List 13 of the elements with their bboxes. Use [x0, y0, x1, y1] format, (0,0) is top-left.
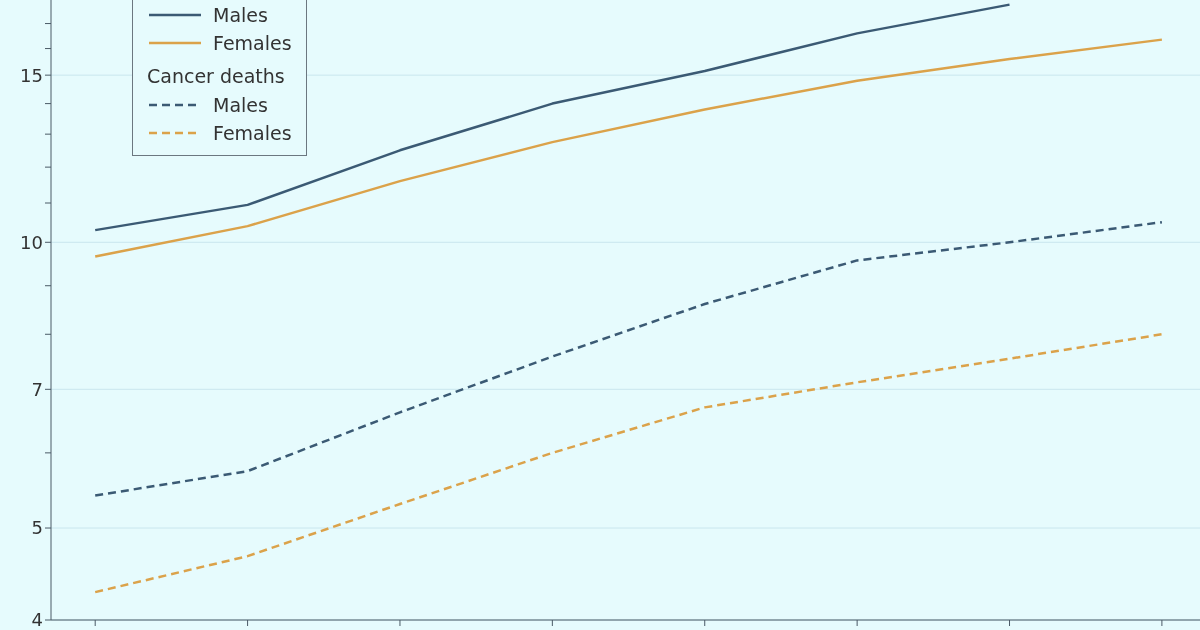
y-tick-label: 10 [20, 231, 43, 253]
line-series [93, 220, 1164, 497]
y-tick-label: 4 [31, 609, 43, 630]
y-tick-label: 5 [31, 517, 43, 539]
legend-label: Males [213, 94, 268, 116]
legend-label: Males [213, 4, 268, 26]
line-series [93, 333, 1164, 594]
line-series [93, 3, 1011, 232]
legend-label: Females [213, 122, 292, 144]
annotation: Cancer deaths [147, 65, 286, 89]
y-tick-label: 15 [20, 64, 43, 86]
legend-label: Females [213, 32, 292, 54]
y-tick-label: 7 [31, 378, 43, 400]
